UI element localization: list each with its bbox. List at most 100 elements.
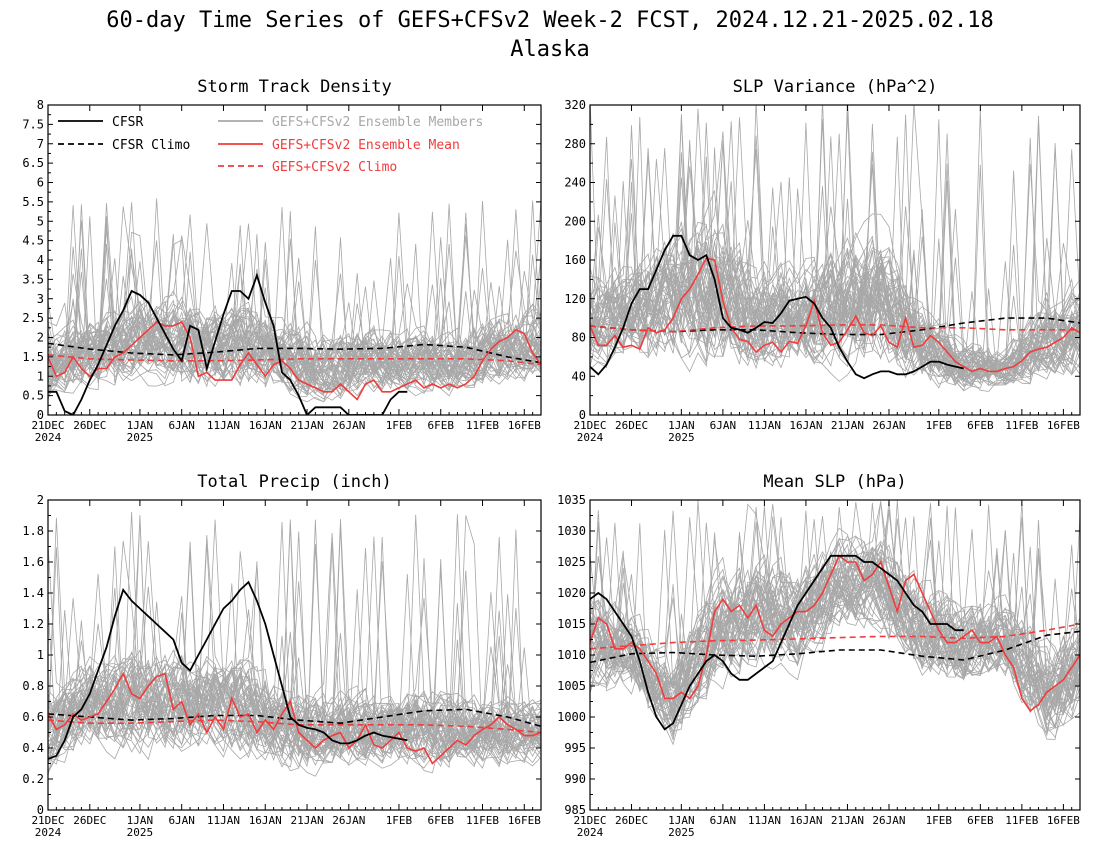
x-tick-label: 11FEB — [1005, 814, 1038, 827]
x-tick-label: 11FEB — [466, 419, 499, 432]
member-line — [590, 166, 1080, 377]
y-tick-label: 2 — [37, 493, 44, 507]
series-cfsr-climo — [48, 708, 541, 728]
y-tick-label: 4.5 — [22, 234, 44, 248]
x-year-label: 2025 — [668, 826, 695, 839]
y-tick-label: 1005 — [557, 679, 586, 693]
y-tick-label: 1.5 — [22, 350, 44, 364]
member-line — [590, 501, 1080, 711]
x-tick-label: 26JAN — [332, 419, 365, 432]
member-line — [48, 204, 541, 391]
series-cfsr — [590, 234, 964, 380]
y-tick-label: 6 — [37, 176, 44, 190]
legend-label-cfsr-climo: CFSR Climo — [112, 138, 190, 153]
member-line — [590, 181, 1080, 379]
member-line — [590, 569, 1080, 710]
y-tick-label: 0.8 — [22, 679, 44, 693]
x-tick-label: 11FEB — [466, 814, 499, 827]
legend: CFSR CFSR Climo GEFS+CFSv2 Ensemble Member… — [58, 115, 483, 175]
x-tick-label: 1JAN — [668, 814, 695, 827]
member-line — [590, 555, 1080, 707]
member-line — [590, 550, 1080, 720]
x-tick-label: 16FEB — [1047, 419, 1080, 432]
series-ens-climo — [590, 623, 1080, 650]
x-tick-label: 6JAN — [168, 419, 195, 432]
x-tick-label: 21DEC — [573, 814, 606, 827]
series-ens-climo — [590, 324, 1080, 333]
x-tick-label: 1JAN — [668, 419, 695, 432]
series-ens-mean — [48, 320, 541, 401]
y-tick-label: 0.5 — [22, 389, 44, 403]
x-tick-label: 26DEC — [73, 419, 106, 432]
series-cfsr — [590, 554, 964, 731]
x-tick-label: 6JAN — [710, 814, 737, 827]
series-cfsr — [48, 272, 408, 415]
legend-label-members: GEFS+CFSv2 Ensemble Members — [272, 115, 483, 130]
x-tick-label: 16JAN — [249, 814, 282, 827]
y-tick-label: 280 — [564, 137, 586, 151]
x-tick-label: 26JAN — [332, 814, 365, 827]
x-tick-label: 11JAN — [207, 419, 240, 432]
member-line — [48, 305, 541, 381]
member-line — [48, 252, 541, 393]
member-line — [48, 639, 541, 769]
x-tick-label: 21JAN — [831, 419, 864, 432]
series-ens-mean — [48, 671, 541, 765]
member-line — [590, 560, 1080, 727]
y-tick-label: 0.2 — [22, 772, 44, 786]
y-tick-label: 985 — [564, 803, 586, 817]
series-ens-mean — [590, 257, 1080, 373]
y-tick-label: 990 — [564, 772, 586, 786]
y-tick-label: 1015 — [557, 617, 586, 631]
y-tick-label: 1 — [37, 648, 44, 662]
y-tick-label: 0.6 — [22, 710, 44, 724]
figure-title: 60-day Time Series of GEFS+CFSv2 Week-2 … — [106, 8, 993, 33]
series-cfsr-climo — [590, 630, 1080, 664]
member-line — [590, 540, 1080, 705]
y-tick-label: 5.5 — [22, 195, 44, 209]
member-line — [48, 212, 541, 396]
series-ens-mean — [590, 554, 1080, 712]
y-tick-label: 120 — [564, 292, 586, 306]
y-tick-label: 1025 — [557, 555, 586, 569]
member-line — [590, 135, 1080, 377]
ensemble-members — [48, 511, 541, 777]
member-line — [48, 674, 541, 763]
member-line — [48, 267, 541, 396]
member-line — [48, 519, 541, 766]
x-tick-label: 26JAN — [872, 814, 905, 827]
y-tick-label: 1010 — [557, 648, 586, 662]
member-line — [590, 116, 1080, 380]
y-tick-label: 40 — [572, 369, 586, 383]
x-year-label: 2024 — [35, 431, 62, 444]
member-line — [590, 105, 1080, 382]
x-year-label: 2025 — [668, 431, 695, 444]
member-line — [48, 678, 541, 769]
y-tick-label: 160 — [564, 253, 586, 267]
member-line — [48, 514, 541, 758]
member-line — [48, 541, 541, 777]
y-tick-label: 995 — [564, 741, 586, 755]
x-tick-label: 1FEB — [926, 814, 953, 827]
member-line — [48, 216, 541, 397]
member-line — [590, 533, 1080, 733]
member-line — [48, 271, 541, 393]
y-tick-label: 3 — [37, 292, 44, 306]
y-tick-label: 7.5 — [22, 117, 44, 131]
legend-label-ens-mean: GEFS+CFSv2 Ensemble Mean — [272, 138, 460, 153]
figure-subtitle: Alaska — [510, 37, 589, 62]
member-line — [590, 246, 1080, 368]
member-line — [48, 529, 541, 760]
plot-frame — [47, 499, 542, 811]
x-tick-label: 11JAN — [207, 814, 240, 827]
member-line — [48, 311, 541, 375]
ensemble-members — [590, 500, 1080, 746]
x-tick-label: 16FEB — [508, 419, 541, 432]
member-line — [590, 186, 1080, 379]
x-year-label: 2025 — [127, 431, 154, 444]
y-tick-label: 0 — [37, 803, 44, 817]
y-tick-label: 80 — [572, 331, 586, 345]
member-line — [48, 609, 541, 769]
panel-title: SLP Variance (hPa^2) — [733, 77, 938, 97]
